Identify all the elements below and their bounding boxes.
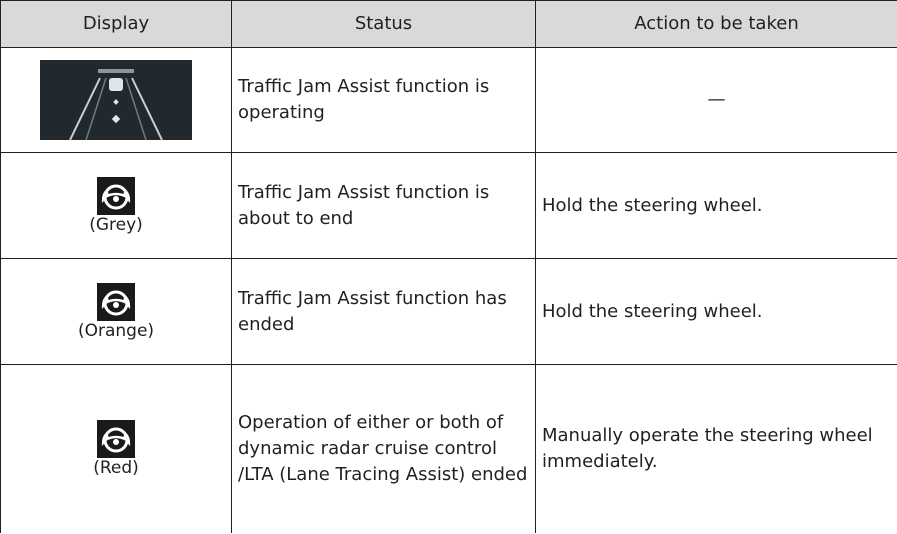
header-row: Display Status Action to be taken — [0, 0, 897, 48]
display-image — [40, 60, 192, 140]
display-cell: (Red) — [0, 364, 232, 533]
action-cell: Hold the steering wheel. — [535, 152, 897, 259]
steering-icon — [97, 282, 135, 321]
action-cell: Hold the steering wheel. — [535, 258, 897, 365]
table-row: (Red) Operation of either or both of dyn… — [0, 364, 897, 533]
action-cell: Manually operate the steering wheel imme… — [535, 364, 897, 533]
display-cell — [0, 47, 232, 153]
display-cell: (Orange) — [0, 258, 232, 365]
steering-icon — [97, 176, 135, 215]
display-cell: (Grey) — [0, 152, 232, 259]
action-cell: — — [535, 47, 897, 153]
display-caption: (Red) — [93, 458, 139, 478]
status-cell: Traffic Jam Assist function has ended — [231, 258, 536, 365]
header-cell: Display — [0, 0, 232, 48]
table-row: Traffic Jam Assist function is operating… — [0, 47, 897, 153]
header-cell: Status — [231, 0, 536, 48]
steering-icon — [97, 420, 135, 458]
table-row: (Grey) Traffic Jam Assist function is ab… — [0, 152, 897, 259]
status-cell: Operation of either or both of dynamic r… — [231, 364, 536, 533]
display-caption: (Orange) — [77, 320, 155, 341]
status-cell: Traffic Jam Assist function is operating — [231, 47, 536, 153]
status-cell: Traffic Jam Assist function is about to … — [231, 152, 536, 259]
header-cell: Action to be taken — [535, 0, 897, 48]
display-caption: (Grey) — [89, 214, 143, 235]
table-row: (Orange) Traffic Jam Assist function has… — [0, 258, 897, 365]
